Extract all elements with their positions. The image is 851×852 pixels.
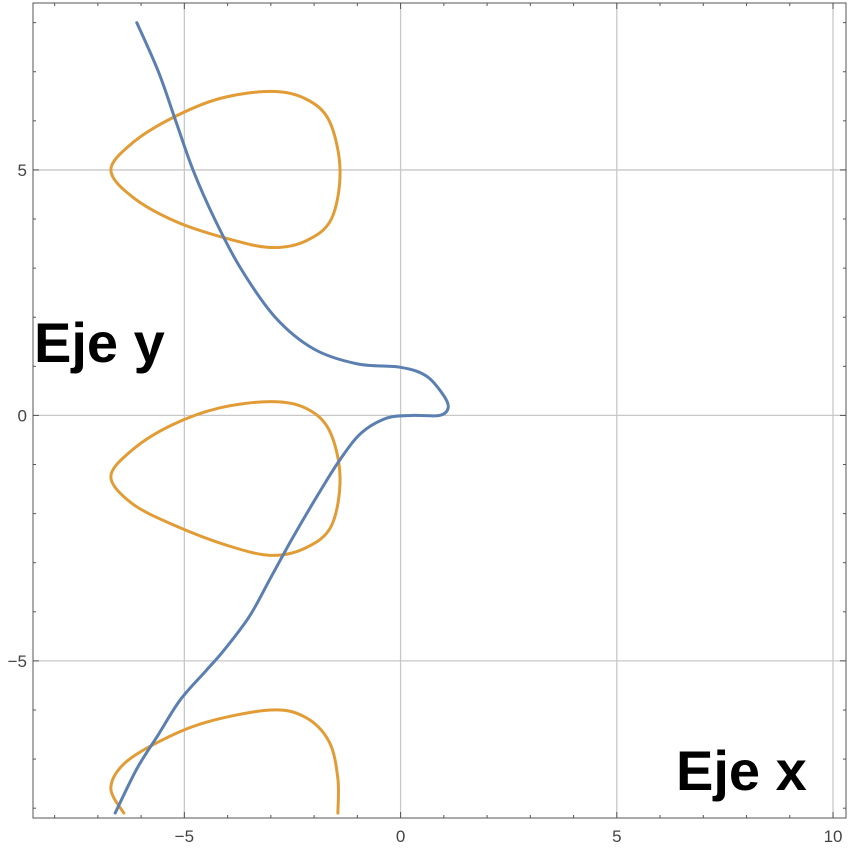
x-axis-label: Eje x [676, 739, 807, 802]
grid-lines [33, 3, 846, 818]
orange-curve [109, 400, 342, 557]
blue-curve [113, 21, 450, 815]
y-tick-label: −5 [8, 652, 27, 671]
x-tick-label: 0 [396, 827, 405, 846]
x-tick-label: 5 [612, 827, 621, 846]
y-tick-label: 5 [18, 161, 27, 180]
y-axis-label: Eje y [34, 311, 165, 374]
curves [109, 21, 450, 815]
plot-frame [32, 2, 847, 819]
orange-curve [109, 708, 341, 815]
plot-frame-rect [32, 2, 847, 819]
tick-labels: −5 0 5 10 −5 0 5 [8, 161, 843, 846]
orange-curve [109, 89, 342, 250]
x-tick-label: 10 [824, 827, 843, 846]
x-tick-label: −5 [175, 827, 194, 846]
y-tick-label: 0 [18, 406, 27, 425]
